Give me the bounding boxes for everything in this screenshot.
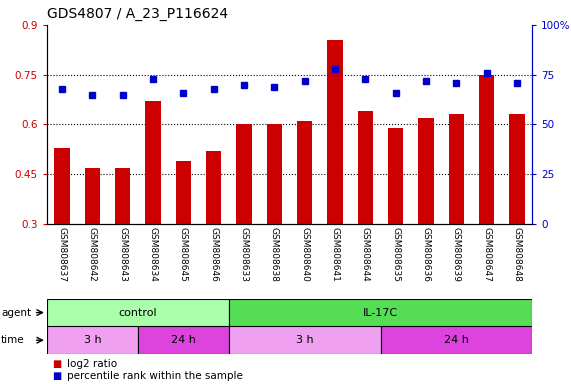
Bar bbox=[509, 114, 525, 323]
Bar bbox=[115, 167, 130, 323]
Bar bbox=[47, 326, 138, 354]
Text: GSM808644: GSM808644 bbox=[361, 227, 370, 281]
Bar bbox=[206, 151, 221, 323]
Text: GSM808639: GSM808639 bbox=[452, 227, 461, 282]
Text: GDS4807 / A_23_P116624: GDS4807 / A_23_P116624 bbox=[47, 7, 228, 21]
Text: GSM808641: GSM808641 bbox=[331, 227, 340, 282]
Text: GSM808640: GSM808640 bbox=[300, 227, 309, 282]
Text: ■: ■ bbox=[53, 359, 62, 369]
Text: 24 h: 24 h bbox=[444, 335, 469, 345]
Text: GSM808636: GSM808636 bbox=[421, 227, 431, 282]
Bar bbox=[358, 111, 373, 323]
Text: GSM808643: GSM808643 bbox=[118, 227, 127, 282]
Text: time: time bbox=[1, 335, 25, 345]
Bar bbox=[138, 326, 229, 354]
Text: agent: agent bbox=[1, 308, 31, 318]
Text: IL-17C: IL-17C bbox=[363, 308, 398, 318]
Bar bbox=[229, 299, 532, 326]
Bar bbox=[229, 326, 380, 354]
Text: GSM808635: GSM808635 bbox=[391, 227, 400, 282]
Bar bbox=[419, 118, 433, 323]
Text: control: control bbox=[119, 308, 157, 318]
Text: GSM808648: GSM808648 bbox=[513, 227, 521, 282]
Text: GSM808646: GSM808646 bbox=[209, 227, 218, 282]
Text: percentile rank within the sample: percentile rank within the sample bbox=[67, 371, 243, 381]
Text: GSM808645: GSM808645 bbox=[179, 227, 188, 282]
Bar bbox=[176, 161, 191, 323]
Text: ■: ■ bbox=[53, 371, 62, 381]
Bar bbox=[47, 299, 229, 326]
Bar bbox=[54, 147, 70, 323]
Bar bbox=[267, 124, 282, 323]
Text: GSM808633: GSM808633 bbox=[239, 227, 248, 282]
Text: GSM808647: GSM808647 bbox=[482, 227, 491, 282]
Bar bbox=[85, 167, 100, 323]
Bar bbox=[388, 128, 403, 323]
Bar bbox=[327, 40, 343, 323]
Bar bbox=[297, 121, 312, 323]
Text: 3 h: 3 h bbox=[296, 335, 313, 345]
Bar bbox=[380, 326, 532, 354]
Bar bbox=[449, 114, 464, 323]
Text: log2 ratio: log2 ratio bbox=[67, 359, 117, 369]
Text: GSM808634: GSM808634 bbox=[148, 227, 158, 282]
Bar bbox=[479, 75, 494, 323]
Bar bbox=[146, 101, 160, 323]
Text: GSM808642: GSM808642 bbox=[88, 227, 97, 281]
Text: GSM808638: GSM808638 bbox=[270, 227, 279, 282]
Bar bbox=[236, 124, 252, 323]
Text: 24 h: 24 h bbox=[171, 335, 196, 345]
Text: 3 h: 3 h bbox=[83, 335, 101, 345]
Text: GSM808637: GSM808637 bbox=[58, 227, 66, 282]
